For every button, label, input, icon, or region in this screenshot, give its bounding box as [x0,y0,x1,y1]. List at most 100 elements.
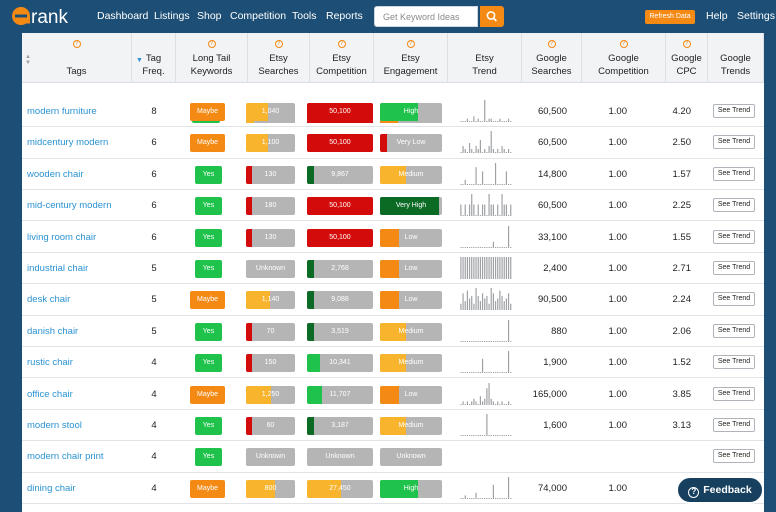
info-icon[interactable]: ? [547,40,556,48]
nav-settings[interactable]: Settings [737,10,775,22]
info-icon[interactable]: ? [207,40,216,48]
info-icon[interactable]: ? [337,40,346,48]
info-icon[interactable]: ? [406,40,415,48]
see-trend-button[interactable]: See Trend [713,449,755,464]
column-header-google-searches[interactable]: ? Google Searches [522,33,582,83]
see-trend-button[interactable]: See Trend [713,135,755,150]
keyword-search-input[interactable] [374,6,478,27]
etsy-engagement-bar-value: Medium [398,422,424,429]
tag-link[interactable]: rustic chair [27,357,73,369]
see-trend-button[interactable]: See Trend [713,261,755,275]
trend-bar [497,497,499,499]
column-label: Trend [472,66,497,77]
info-icon[interactable]: ? [274,40,283,48]
etsy-trend-chart [460,225,512,248]
nav-help[interactable]: Help [706,10,728,22]
etsy-engagement-bar-value: Medium [398,327,424,335]
long-tail-badge: Yes [195,322,222,341]
tag-link[interactable]: industrial chair [27,263,89,274]
tag-link[interactable]: dining chair [27,482,76,494]
google-competition-value: 1.00 [608,200,628,212]
etsy-engagement-bar-value: Very High [395,202,427,210]
nav-dashboard[interactable]: Dashboard [97,10,149,22]
trend-bar [505,372,507,374]
tag-link[interactable]: modern stool [27,420,82,431]
etsy-competition-bar: 50,100 [307,103,373,121]
nav-reports[interactable]: Reports [326,10,363,22]
trend-bar [494,215,497,217]
trend-bar [464,204,466,217]
see-trend-button[interactable]: See Trend [713,292,755,307]
column-header-google-competition[interactable]: ? Google Competition [582,33,666,83]
etsy-searches-bar: 70 [246,322,295,341]
nav-tools[interactable]: Tools [292,10,317,22]
tag-link[interactable]: midcentury modern [27,137,109,149]
column-label: CPC [676,66,697,77]
column-header-tag-freq[interactable]: Tag Freq. ▼ [132,33,176,83]
trend-bar [497,400,499,405]
trend-bar [488,340,490,342]
etsy-competition-bar: 9,088 [307,291,373,310]
see-trend-button[interactable]: See Trend [713,166,755,181]
nav-shop[interactable]: Shop [197,10,222,22]
see-trend-button[interactable]: See Trend [713,198,755,213]
long-tail-badge: Maybe [190,291,225,310]
trend-bar [466,340,468,342]
trend-bar [479,215,481,217]
trend-bar [490,131,492,154]
info-icon[interactable]: ? [72,40,81,48]
column-label: Google [608,53,639,64]
see-trend-button[interactable]: See Trend [713,355,755,370]
search-button[interactable] [480,6,504,27]
etsy-searches-bar: 180 [246,197,295,216]
trend-bar [468,143,471,154]
trend-bar [501,146,503,154]
nav-competition[interactable]: Competition [230,10,287,22]
tag-link[interactable]: modern chair print [27,451,104,463]
column-header-etsy-engagement[interactable]: ? Etsy Engagement [374,33,448,83]
trend-bar [468,372,471,374]
see-trend-button[interactable]: See Trend [713,229,755,244]
nav-listings[interactable]: Listings [154,10,190,22]
column-header-long-tail-keywords[interactable]: ? Long Tail Keywords [176,33,248,83]
tag-link[interactable]: modern furniture [27,106,97,117]
trend-bar [507,435,510,436]
trend-bar [501,435,503,436]
erank-logo[interactable]: rank [10,3,84,29]
column-header-etsy-trend[interactable]: Etsy Trend [448,33,522,83]
trend-bar [473,204,475,217]
trend-bar [490,372,492,374]
info-icon[interactable]: ? [619,40,628,48]
trend-bar [481,121,484,122]
tag-link[interactable]: living room chair [27,231,97,243]
trend-bar [466,152,468,154]
column-header-etsy-competition[interactable]: ? Etsy Competition [310,33,374,83]
column-header-etsy-searches[interactable]: ? Etsy Searches [248,33,310,83]
refresh-data-button[interactable]: Refresh Data [645,10,695,24]
tag-link[interactable]: danish chair [27,325,79,337]
tag-link[interactable]: mid-century modern [27,200,112,212]
sort-icon[interactable]: ▲ ▼ [25,54,31,66]
see-trend-button[interactable]: See Trend [713,323,755,338]
trend-bar [510,497,512,499]
long-tail-badge: Yes [195,165,222,184]
see-trend-button[interactable]: See Trend [713,418,755,432]
trend-bar [466,257,468,279]
column-header-tags[interactable]: ? Tags ▲ ▼ [22,33,132,83]
see-trend-button[interactable]: See Trend [713,104,755,118]
sort-desc-icon[interactable]: ▼ [136,57,143,64]
trend-bar [503,372,505,374]
column-header-google-cpc[interactable]: ? Google CPC [666,33,708,83]
info-icon[interactable]: ? [682,40,691,48]
etsy-engagement-bar: Very High [380,197,442,216]
tag-link[interactable]: desk chair [27,294,71,306]
see-trend-button[interactable]: See Trend [713,386,755,401]
trend-bar [494,497,497,499]
feedback-button[interactable]: ? Feedback [676,476,764,504]
etsy-searches-bar: 1,250 [246,385,295,404]
column-header-google-trends[interactable]: Google Trends [708,33,764,83]
google-competition-value: 1.00 [608,482,628,494]
tag-link[interactable]: wooden chair [27,168,84,180]
trend-bar [475,146,477,154]
tag-link[interactable]: office chair [27,388,73,400]
